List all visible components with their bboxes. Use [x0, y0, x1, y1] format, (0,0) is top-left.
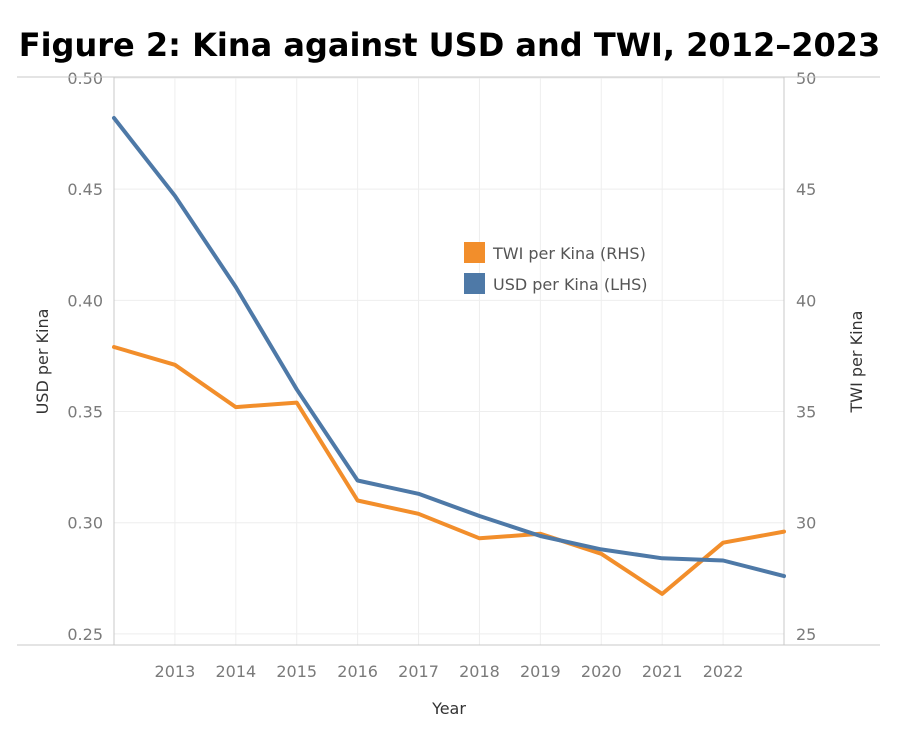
- y-left-tick-label: 0.40: [67, 291, 103, 310]
- x-tick-label: 2014: [215, 662, 256, 681]
- y-right-tick-label: 45: [796, 180, 816, 199]
- x-tick-label: 2021: [642, 662, 683, 681]
- y-right-tick-label: 40: [796, 291, 816, 310]
- legend-label: TWI per Kina (RHS): [492, 244, 646, 263]
- chart-title: Figure 2: Kina against USD and TWI, 2012…: [18, 26, 881, 64]
- x-tick-label: 2018: [459, 662, 500, 681]
- usd-series-line: [112, 116, 786, 579]
- y-right-tick-label: 50: [796, 69, 816, 88]
- y-right-tick-label: 35: [796, 403, 816, 422]
- y-left-axis-title: USD per Kina: [33, 309, 52, 415]
- y-right-tick-label: 25: [796, 625, 816, 644]
- x-tick-label: 2020: [581, 662, 622, 681]
- legend-label: USD per Kina (LHS): [493, 275, 648, 294]
- y-left-tick-label: 0.30: [67, 514, 103, 533]
- x-tick-label: 2022: [703, 662, 744, 681]
- legend-swatch: [464, 242, 485, 263]
- y-right-axis-title: TWI per Kina: [847, 311, 866, 414]
- y-left-tick-label: 0.50: [67, 69, 103, 88]
- x-tick-label: 2016: [337, 662, 378, 681]
- legend-swatch: [464, 273, 485, 294]
- x-tick-label: 2013: [155, 662, 196, 681]
- x-tick-label: 2019: [520, 662, 561, 681]
- y-right-tick-label: 30: [796, 514, 816, 533]
- twi-series-line: [112, 345, 786, 596]
- y-left-tick-label: 0.25: [67, 625, 103, 644]
- y-left-tick-label: 0.35: [67, 403, 103, 422]
- y-left-tick-label: 0.45: [67, 180, 103, 199]
- x-tick-label: 2017: [398, 662, 439, 681]
- x-tick-label: 2015: [276, 662, 317, 681]
- x-axis-title: Year: [431, 699, 466, 718]
